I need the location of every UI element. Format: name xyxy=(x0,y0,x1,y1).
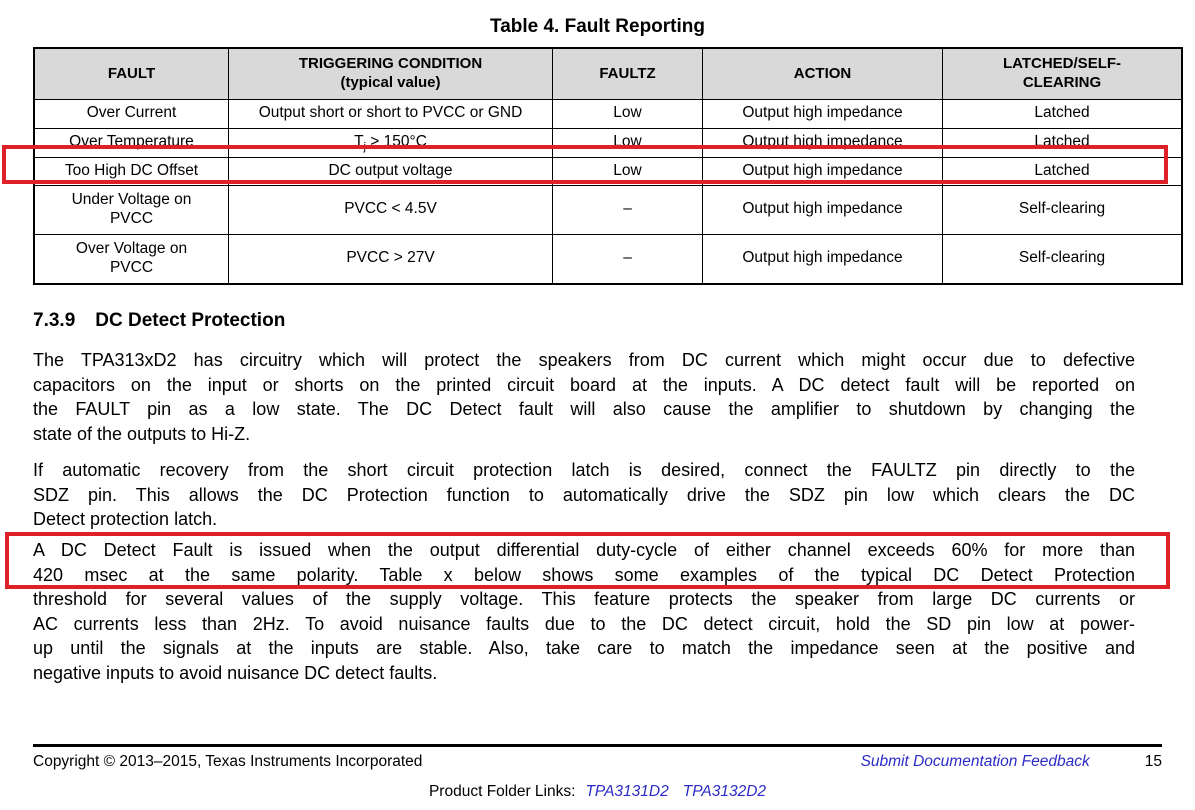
table-row: Over Current Output short or short to PVC… xyxy=(33,98,1183,129)
text-line: the FAULT pin as a low state. The DC Det… xyxy=(33,399,1135,419)
table-cell: PVCC > 27V xyxy=(228,233,553,285)
text-line: AC currents less than 2Hz. To avoid nuis… xyxy=(33,613,1135,634)
table-cell: Output high impedance xyxy=(702,98,943,129)
product-folder-label: Product Folder Links: xyxy=(428,783,576,800)
table-cell: Under Voltage on PVCC xyxy=(33,184,229,235)
section-title: DC Detect Protection xyxy=(95,310,286,331)
text-line: The TPA313xD2 has circuitry which will p… xyxy=(33,350,1135,370)
text-line: negative inputs to avoid nuisance DC det… xyxy=(33,662,438,683)
paragraph: A DC Detect Fault is issued when the out… xyxy=(33,538,1135,685)
table-cell: Output high impedance xyxy=(702,127,943,158)
copyright-notice: Copyright © 2013–2015, Texas Instruments… xyxy=(33,753,423,770)
page-number: 15 xyxy=(1144,753,1162,770)
fault-table: FAULT TRIGGERING CONDITION (typical value)… xyxy=(33,47,1183,285)
table-cell: Self-clearing xyxy=(942,233,1183,285)
submit-documentation-feedback-link[interactable]: Submit Documentation Feedback xyxy=(860,753,1090,770)
column-header: FAULT xyxy=(33,47,229,100)
table-cell: Output high impedance xyxy=(702,156,943,186)
column-header: TRIGGERING CONDITION (typical value) xyxy=(228,47,553,100)
table-cell: Tj > 150°C xyxy=(228,127,553,158)
table-cell: Self-clearing xyxy=(942,184,1183,235)
table-cell: – xyxy=(552,233,703,285)
table-cell: DC output voltage xyxy=(228,156,553,186)
paragraph: If automatic recovery from the short cir… xyxy=(33,458,1135,532)
product-link-tpa3131d2[interactable]: TPA3131D2 xyxy=(585,783,669,800)
table-row: Too High DC Offset DC output voltage Low Ou… xyxy=(33,156,1183,186)
table-cell: Low xyxy=(552,98,703,129)
table-row: Under Voltage on PVCC PVCC < 4.5V – Output h… xyxy=(33,184,1183,235)
product-folder-links: Product Folder Links: TPA3131D2 TPA3132D2 xyxy=(0,783,1195,801)
table-cell: Latched xyxy=(942,127,1183,158)
footer-rule xyxy=(33,744,1162,747)
table-cell: PVCC < 4.5V xyxy=(228,184,553,235)
table-cell: Over Current xyxy=(33,98,229,129)
column-header: LATCHED/SELF- CLEARING xyxy=(942,47,1183,100)
column-header: FAULTZ xyxy=(552,47,703,100)
column-header: ACTION xyxy=(702,47,943,100)
text-line: up until the signals at the inputs are s… xyxy=(33,638,1135,658)
text-line: If automatic recovery from the short cir… xyxy=(33,460,1135,480)
text-line: threshold for several values of the supp… xyxy=(33,589,1135,609)
table-caption: Table 4. Fault Reporting xyxy=(490,16,705,37)
text-line: state of the outputs to Hi-Z. xyxy=(33,423,251,444)
section-heading: 7.3.9 DC Detect Protection xyxy=(33,310,285,332)
table-cell: Output short or short to PVCC or GND xyxy=(228,98,553,129)
text-line: A DC Detect Fault is issued when the out… xyxy=(33,540,1135,560)
table-cell: – xyxy=(552,184,703,235)
table-cell: Over Voltage on PVCC xyxy=(33,233,229,285)
table-row: Over Voltage on PVCC PVCC > 27V – Output hig… xyxy=(33,233,1183,285)
footer: Copyright © 2013–2015, Texas Instruments… xyxy=(33,753,1162,771)
footer-right: Submit Documentation Feedback 15 xyxy=(861,753,1162,771)
table-cell: Too High DC Offset xyxy=(33,156,229,186)
product-link-tpa3132d2[interactable]: TPA3132D2 xyxy=(682,783,767,800)
table-header-row: FAULT TRIGGERING CONDITION (typical value)… xyxy=(33,47,1183,100)
table-cell: Output high impedance xyxy=(702,184,943,235)
text-line: Detect protection latch. xyxy=(33,509,218,529)
table-cell: Low xyxy=(552,127,703,158)
table-cell: Latched xyxy=(942,156,1183,186)
table-cell: Output high impedance xyxy=(702,233,943,285)
paragraph: The TPA313xD2 has circuitry which will p… xyxy=(33,348,1135,446)
text-line: capacitors on the input or shorts on the… xyxy=(33,374,1135,395)
text-line: SDZ pin. This allows the DC Protection f… xyxy=(33,484,1135,505)
section-number: 7.3.9 xyxy=(33,310,76,331)
table-cell: Over Temperature xyxy=(33,127,229,158)
table-cell: Low xyxy=(552,156,703,186)
table-row: Over Temperature Tj > 150°C Low Output high… xyxy=(33,127,1183,158)
table-cell: Latched xyxy=(942,98,1183,129)
text-line: 420 msec at the same polarity. Table x b… xyxy=(33,564,1135,585)
